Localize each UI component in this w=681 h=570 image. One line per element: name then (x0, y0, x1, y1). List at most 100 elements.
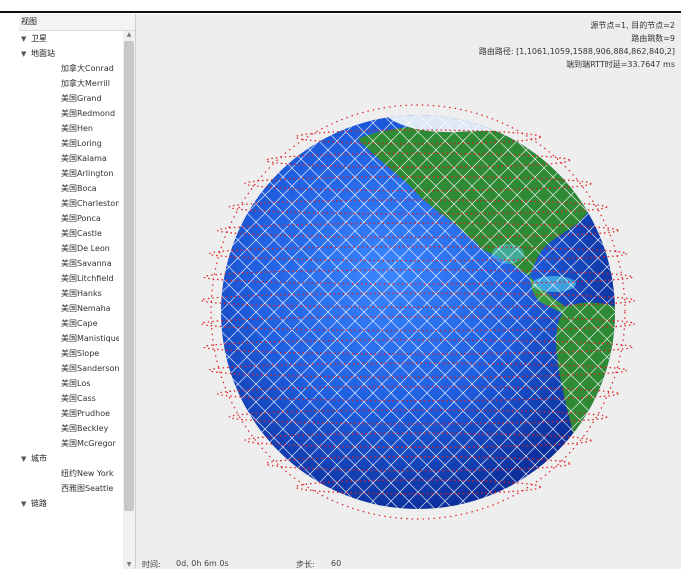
isl-link (136, 52, 156, 569)
isl-link (373, 115, 615, 509)
chevron-down-icon[interactable]: ▼ (21, 35, 27, 43)
tree-item-ground-station[interactable]: 美国Grand (61, 94, 102, 103)
chevron-down-icon[interactable]: ▼ (21, 500, 27, 508)
tree-item-ground-station[interactable]: 美国McGregor (61, 439, 116, 448)
tree-group-cities[interactable]: ▼ 城市 (19, 451, 135, 466)
orbit-ring (244, 432, 592, 448)
step-label: 步长: (296, 560, 315, 569)
3d-globe-viewport[interactable]: 源节点=1, 目的节点=2 路由跳数=9 路由路径: [1,1061,1059,… (136, 14, 681, 569)
step-value: 60 (331, 559, 342, 568)
isl-link (247, 115, 615, 509)
isl-link (221, 115, 427, 509)
tree-group-satellites[interactable]: ▼ 卫星 (19, 31, 135, 46)
isl-link (662, 52, 681, 569)
isl-link (391, 115, 615, 509)
isl-link (265, 115, 615, 509)
isl-link (221, 115, 445, 509)
route-path: 路由路径: [1,1061,1059,1588,906,884,862,840,… (478, 47, 675, 56)
isl-link (221, 115, 553, 509)
tree-group-label: 地面站 (31, 49, 55, 58)
isl-link (355, 115, 615, 509)
tree-item-ground-station[interactable]: 美国Boca (61, 184, 97, 193)
isl-link (644, 52, 681, 569)
isl-link (391, 115, 615, 509)
tree-item-ground-station[interactable]: 美国Hen (61, 124, 94, 133)
isl-link (221, 115, 463, 509)
tree-item-ground-station[interactable]: 美国Kalama (61, 154, 107, 163)
tree-item-ground-station[interactable]: 加拿大Conrad (61, 64, 114, 73)
orbit-ring (200, 316, 636, 332)
isl-link (221, 115, 517, 509)
isl-link (221, 115, 499, 509)
isl-link (607, 115, 615, 509)
isl-link (221, 115, 445, 509)
orbit-ring (265, 456, 571, 472)
scrollbar-thumb[interactable] (124, 41, 134, 511)
time-value: 0d, 0h 6m 0s (176, 559, 229, 568)
isl-link (221, 115, 463, 509)
tree-item-ground-station[interactable]: 美国Cass (61, 394, 96, 403)
isl-link (607, 115, 615, 509)
orbit-ring (208, 362, 628, 378)
city-list: 纽约New York 西雅图Seattle (19, 466, 135, 496)
tree-item-city[interactable]: 西雅图Seattle (61, 484, 114, 493)
tree-group-links[interactable]: ▼ 链路 (19, 496, 135, 511)
isl-link (319, 115, 615, 509)
isl-link (136, 52, 156, 569)
tree-item-ground-station[interactable]: 美国Ponca (61, 214, 101, 223)
isl-link (409, 115, 615, 509)
route-hop-count: 路由跳数=9 (631, 34, 675, 43)
chevron-down-icon[interactable]: ▼ (21, 50, 27, 58)
scroll-up-icon[interactable]: ▲ (126, 31, 132, 38)
tree-item-ground-station[interactable]: 美国Redmond (61, 109, 116, 118)
orbit-ring (208, 246, 628, 262)
tree-item-city[interactable]: 纽约New York (61, 469, 114, 478)
isl-link (644, 52, 681, 569)
tree-group-label: 城市 (31, 454, 47, 463)
satellite-orbits (200, 104, 636, 520)
orbit-ring (200, 292, 636, 308)
globe-canvas[interactable] (136, 14, 681, 569)
title-divider (0, 11, 681, 13)
isl-link (626, 52, 681, 569)
tree-group-label: 卫星 (31, 34, 47, 43)
tree-item-ground-station[interactable]: 美国Prudhoe (61, 409, 111, 418)
tree-item-ground-station[interactable]: 美国Nemaha (61, 304, 111, 313)
ground-station-list: 加拿大Conrad 加拿大Merrill 美国Grand 美国Redmond 美国Hen… (19, 61, 135, 451)
tree-group-label: 链路 (31, 499, 47, 508)
tree-item-ground-station[interactable]: 美国Hanks (61, 289, 102, 298)
tree-item-ground-station[interactable]: 美国Charleston (61, 199, 119, 208)
tree-item-ground-station[interactable]: 美国Arlington (61, 169, 114, 178)
isl-link (221, 115, 481, 509)
isl-link (136, 52, 174, 569)
tree-item-ground-station[interactable]: 美国Los (61, 379, 91, 388)
tree-item-ground-station[interactable]: 美国Sanderson (61, 364, 119, 373)
chevron-down-icon[interactable]: ▼ (21, 455, 27, 463)
route-rtt-delay: 端到端RTT时延=33.7647 ms (566, 60, 675, 69)
tree-item-ground-station[interactable]: 美国De Leon (61, 244, 110, 253)
isl-link (221, 115, 229, 509)
title-bar (0, 0, 681, 12)
isl-link (221, 115, 427, 509)
isl-link (221, 115, 571, 509)
tree-group-ground-stations[interactable]: ▼ 地面站 (19, 46, 135, 61)
tree-scrollbar[interactable]: ▲ ▼ (123, 31, 135, 569)
isl-link (136, 52, 210, 569)
tree-item-ground-station[interactable]: 美国Slope (61, 349, 100, 358)
isl-link (409, 115, 615, 509)
isl-link (136, 52, 174, 569)
tree-item-ground-station[interactable]: 美国Savanna (61, 259, 112, 268)
scroll-down-icon[interactable]: ▼ (126, 561, 132, 568)
orbit-ring (265, 152, 571, 168)
tree-item-ground-station[interactable]: 美国Litchfield (61, 274, 114, 283)
tree-header: 视图 (19, 14, 135, 31)
scene-tree-panel: 视图 ▼ 卫星 ▼ 地面站 加拿大Conrad 加拿大Merrill 美国Grand 美国… (19, 14, 136, 569)
tree-item-ground-station[interactable]: 美国Loring (61, 139, 102, 148)
tree-item-ground-station[interactable]: 美国Beckley (61, 424, 109, 433)
isl-link (136, 52, 138, 569)
isl-link (136, 52, 210, 569)
tree-item-ground-station[interactable]: 加拿大Merrill (61, 79, 110, 88)
tree-item-ground-station[interactable]: 美国Cape (61, 319, 98, 328)
tree-item-ground-station[interactable]: 美国Castle (61, 229, 102, 238)
tree-item-ground-station[interactable]: 美国Manistique (61, 334, 119, 343)
